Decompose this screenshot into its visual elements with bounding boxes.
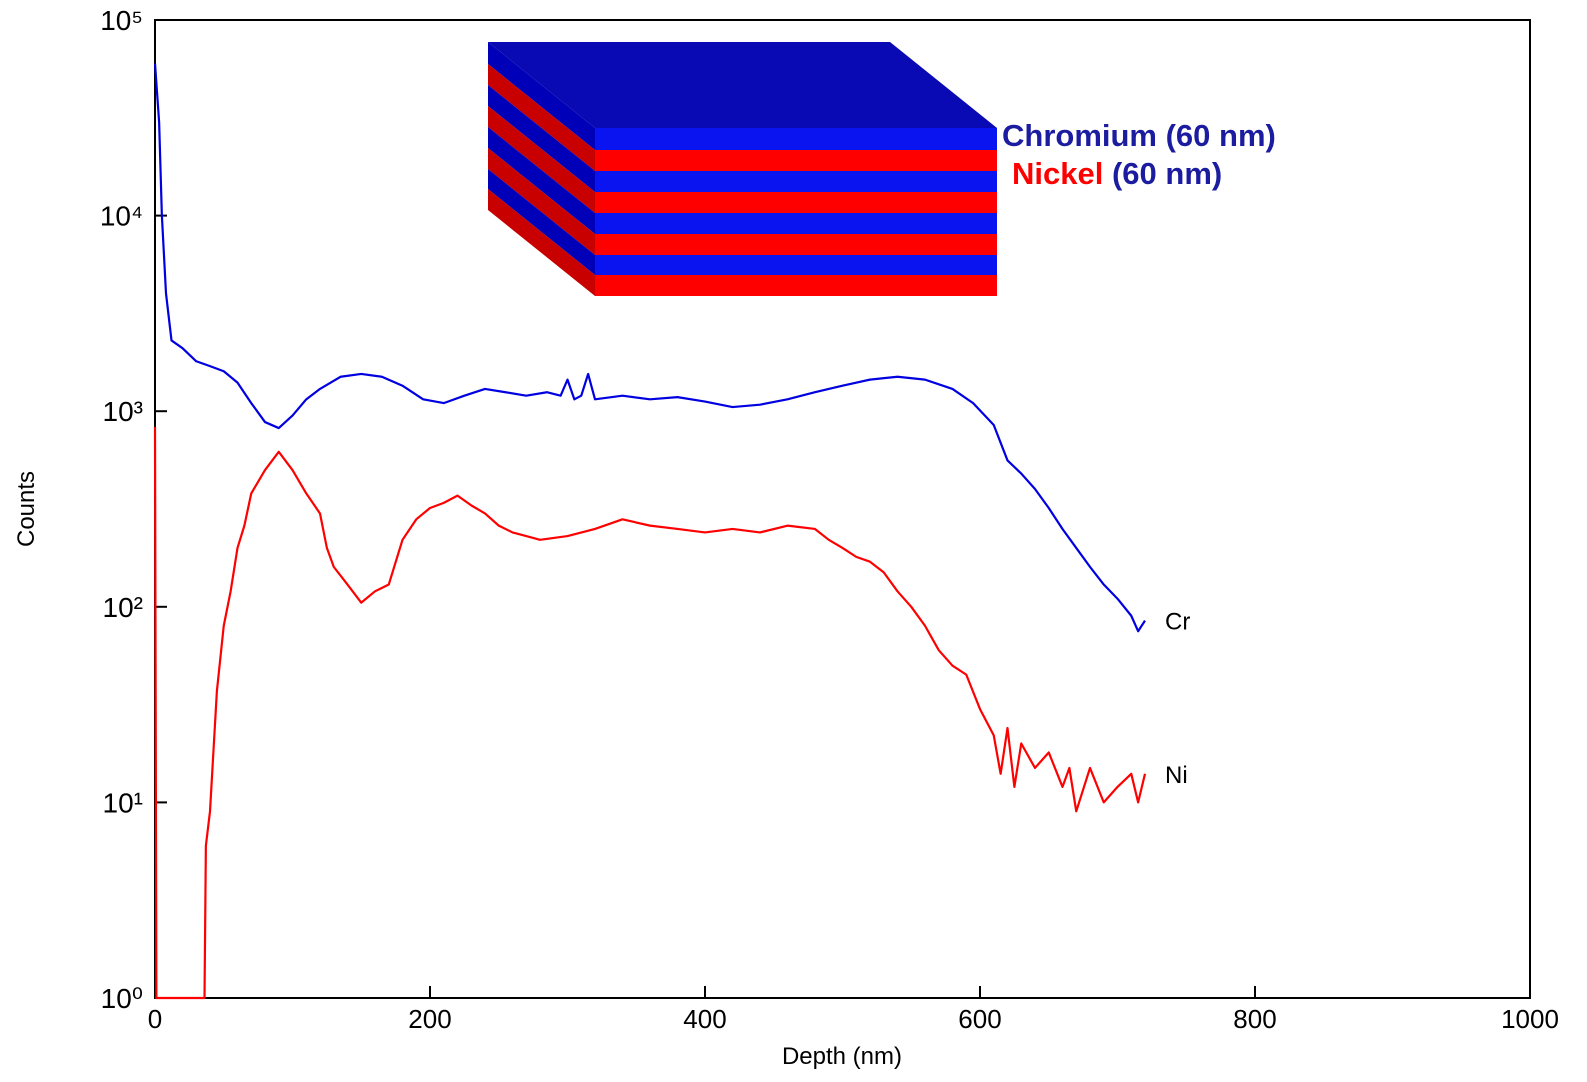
x-tick-label: 1000 bbox=[1501, 1004, 1559, 1034]
layer-front bbox=[595, 150, 997, 171]
layer-front bbox=[595, 192, 997, 213]
data-line bbox=[153, 427, 1147, 1000]
series-label: Ni bbox=[1165, 762, 1188, 789]
annotation: Nickel bbox=[1012, 156, 1103, 191]
series-label: Cr bbox=[1165, 609, 1190, 636]
layer-front bbox=[595, 128, 997, 150]
layer-side bbox=[488, 148, 595, 255]
annotation: Nickel (60 nm) bbox=[1012, 156, 1222, 191]
data-line bbox=[153, 63, 1146, 633]
layer-front bbox=[595, 213, 997, 234]
y-tick-label: 10² bbox=[103, 592, 143, 623]
x-tick-label: 800 bbox=[1233, 1004, 1276, 1034]
x-tick-label: 200 bbox=[408, 1004, 451, 1034]
layer-side bbox=[488, 127, 595, 234]
x-axis-label: Depth (nm) bbox=[782, 1043, 902, 1070]
layer-side bbox=[488, 169, 595, 275]
y-tick-label: 10⁰ bbox=[101, 983, 143, 1014]
layer-side bbox=[488, 64, 595, 171]
layer-front bbox=[595, 234, 997, 255]
stack-top bbox=[488, 42, 997, 128]
stack-layers bbox=[488, 42, 997, 296]
x-tick-label: 400 bbox=[683, 1004, 726, 1034]
layer-side bbox=[488, 106, 595, 213]
y-axis-label: Counts bbox=[13, 471, 40, 547]
layer-front bbox=[595, 275, 997, 296]
x-tick-label: 0 bbox=[148, 1004, 162, 1034]
layer-side bbox=[488, 85, 595, 192]
inset-illustration bbox=[488, 42, 997, 296]
y-tick-label: 10³ bbox=[103, 396, 143, 427]
y-tick-label: 10⁴ bbox=[100, 201, 143, 232]
y-tick-label: 10⁵ bbox=[100, 5, 143, 36]
y-tick-label: 10¹ bbox=[103, 787, 143, 818]
layer-front bbox=[595, 171, 997, 192]
layer-side bbox=[488, 42, 595, 150]
layer-side bbox=[488, 189, 595, 296]
annotation: (60 nm) bbox=[1112, 156, 1222, 191]
x-tick-label: 600 bbox=[958, 1004, 1001, 1034]
layer-front bbox=[595, 255, 997, 275]
annotation: Chromium (60 nm) bbox=[1002, 118, 1276, 153]
